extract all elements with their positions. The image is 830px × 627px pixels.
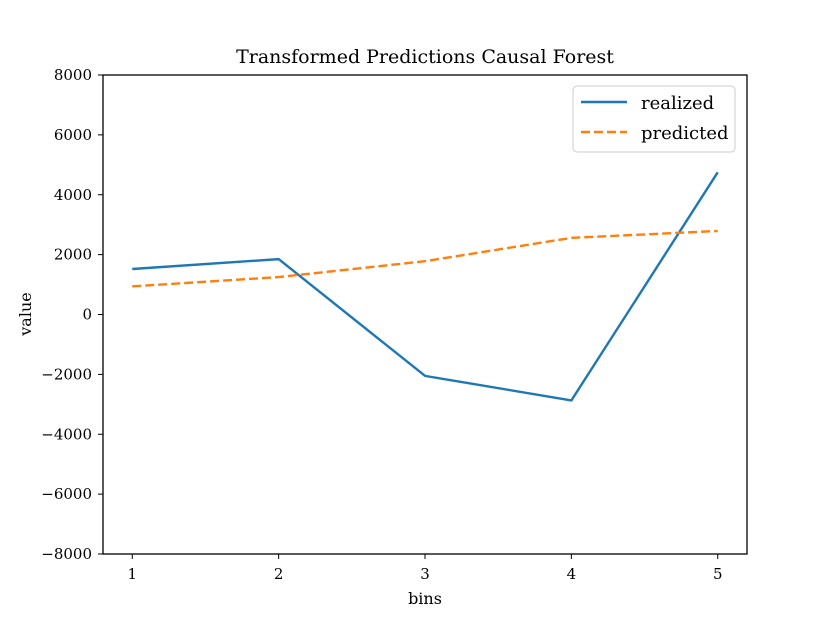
y-tick-label: −6000 <box>41 485 92 503</box>
series-line-realized <box>132 172 717 400</box>
y-tick-label: 4000 <box>54 186 92 204</box>
y-tick-label: −8000 <box>41 545 92 563</box>
series-line-predicted <box>132 231 717 286</box>
legend-label-predicted: predicted <box>641 123 729 144</box>
series-layer <box>132 172 717 400</box>
y-tick-label: 0 <box>82 306 92 324</box>
x-tick-label: 3 <box>420 565 430 583</box>
legend-label-realized: realized <box>641 93 714 114</box>
x-axis-label: bins <box>408 589 442 608</box>
x-tick-label: 5 <box>713 565 723 583</box>
y-tick-label: −4000 <box>41 425 92 443</box>
x-tick-label: 4 <box>567 565 577 583</box>
x-tick-label: 2 <box>274 565 284 583</box>
y-axis-label: value <box>16 292 35 336</box>
y-tick-label: 6000 <box>54 126 92 144</box>
y-tick-label: 8000 <box>54 66 92 84</box>
x-tick-label: 1 <box>127 565 137 583</box>
y-tick-label: −2000 <box>41 365 92 383</box>
legend: realized predicted <box>573 86 735 152</box>
chart-title: Transformed Predictions Causal Forest <box>236 46 614 68</box>
y-tick-label: 2000 <box>54 246 92 264</box>
